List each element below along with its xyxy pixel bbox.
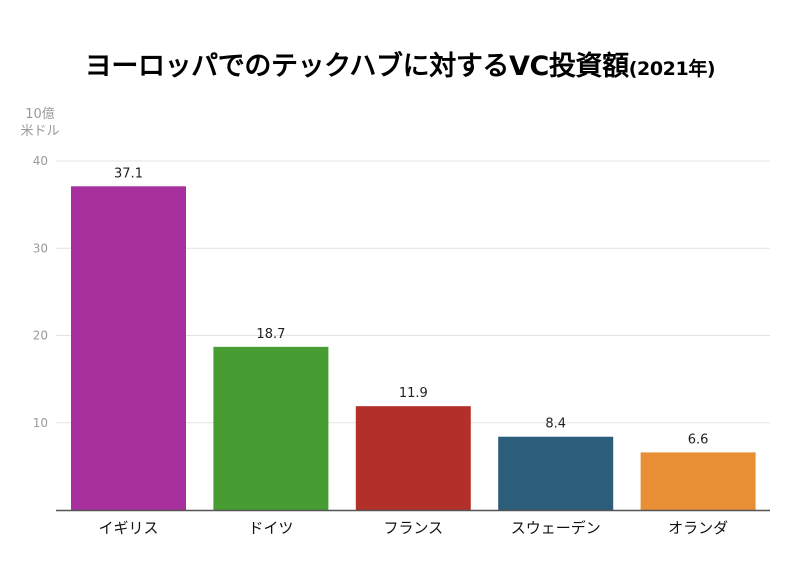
y-tick-label: 40 xyxy=(33,154,48,168)
chart-title-year: (2021年) xyxy=(628,58,716,80)
data-labels: 37.1 18.7 11.9 8.4 6.6 xyxy=(114,166,708,447)
bar-2 xyxy=(213,346,329,510)
x-tick-label: オランダ xyxy=(668,519,728,537)
bar-3 xyxy=(355,406,471,510)
bars xyxy=(71,186,756,511)
bar-1 xyxy=(71,186,186,511)
y-axis-unit-line-2: 米ドル xyxy=(20,124,60,139)
y-axis-unit-line-1: 10億 xyxy=(25,107,55,122)
y-tick-label: 10 xyxy=(33,416,48,430)
data-label: 11.9 xyxy=(399,386,428,401)
x-axis-ticks: イギリス ドイツ フランス スウェーデン オランダ xyxy=(98,519,728,537)
data-label: 37.1 xyxy=(114,166,143,181)
x-tick-label: ドイツ xyxy=(248,519,293,537)
chart-title-main: ヨーロッパでのテックハブに対するVC投資額 xyxy=(84,51,629,82)
y-tick-label: 20 xyxy=(33,329,48,343)
bar-5 xyxy=(640,452,756,510)
y-tick-label: 30 xyxy=(33,241,48,255)
y-axis-unit-label: 10億 米ドル xyxy=(18,106,62,140)
y-axis-ticks: 10 20 30 40 xyxy=(33,154,48,430)
chart-title: ヨーロッパでのテックハブに対するVC投資額(2021年) xyxy=(0,44,800,83)
x-tick-label: イギリス xyxy=(98,519,158,537)
x-tick-label: フランス xyxy=(383,519,443,537)
data-label: 8.4 xyxy=(545,417,566,432)
bar-4 xyxy=(498,436,614,510)
x-tick-label: スウェーデン xyxy=(511,519,601,537)
data-label: 18.7 xyxy=(256,327,285,342)
data-label: 6.6 xyxy=(688,432,709,447)
